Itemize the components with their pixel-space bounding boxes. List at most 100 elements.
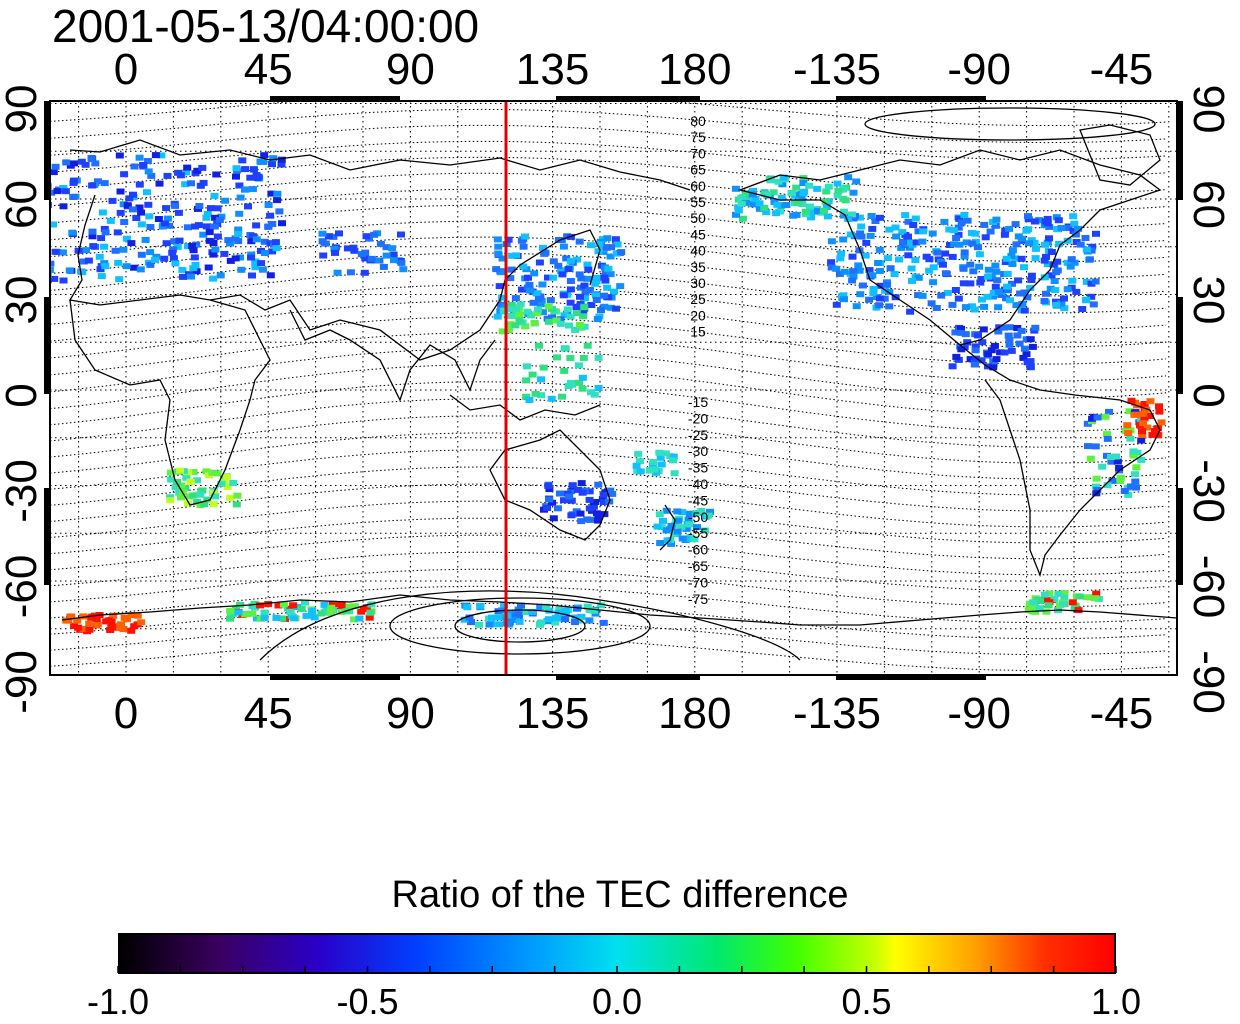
tec-cell <box>1091 483 1100 490</box>
y-tick-label-left: 0 <box>0 383 46 407</box>
tec-cell <box>497 269 505 276</box>
tec-cell <box>839 186 848 193</box>
tec-cell <box>226 615 234 622</box>
tec-cell <box>655 511 664 518</box>
tec-cell <box>906 308 915 315</box>
tec-cell <box>1045 590 1054 597</box>
tec-cell <box>844 174 853 181</box>
tec-cell <box>961 304 970 311</box>
tec-cell <box>100 180 109 187</box>
tec-cell <box>277 156 286 163</box>
tec-cell <box>760 204 769 211</box>
tec-cell <box>827 259 836 266</box>
tec-cell <box>1057 300 1066 307</box>
tec-cell <box>50 169 58 176</box>
tec-cell <box>1008 280 1016 287</box>
tec-cell <box>875 246 884 253</box>
tec-cell <box>544 303 553 310</box>
tec-cell <box>1051 287 1060 294</box>
tec-cell <box>1017 255 1026 262</box>
tec-cell <box>587 242 595 249</box>
tec-cell <box>97 273 106 280</box>
tec-cell <box>1055 240 1064 247</box>
contour-label: -25 <box>688 427 708 443</box>
tec-cell <box>950 241 959 248</box>
tec-cell <box>94 178 102 185</box>
tec-cell <box>1006 297 1014 304</box>
tec-cell <box>1013 325 1022 331</box>
tec-cell <box>819 207 828 214</box>
tec-cell <box>592 297 601 303</box>
tec-cell <box>594 354 603 361</box>
plot-frame <box>49 100 1178 676</box>
tec-cell <box>69 194 78 200</box>
tec-cell <box>1030 218 1039 225</box>
tec-cell <box>1086 455 1095 462</box>
tec-cell <box>538 281 547 288</box>
tec-cell <box>155 180 164 187</box>
tec-cell <box>788 190 796 197</box>
tec-cell <box>1029 599 1038 606</box>
tec-cell <box>1046 285 1055 292</box>
tec-cell <box>1012 241 1021 248</box>
tec-cell <box>1116 478 1125 484</box>
tec-cell <box>848 277 857 284</box>
tec-cell <box>589 499 598 506</box>
tec-cell <box>766 177 775 184</box>
contour-label: 30 <box>690 275 706 291</box>
tec-cell <box>1043 261 1052 268</box>
tec-cell <box>875 214 884 221</box>
tec-cell <box>1005 341 1014 348</box>
contour-label: -75 <box>688 591 708 607</box>
tec-cell <box>251 264 260 271</box>
tec-cell <box>566 286 575 293</box>
tec-cell <box>772 210 781 217</box>
tec-cell <box>1092 475 1101 482</box>
tec-cell <box>1120 488 1129 494</box>
contour-label: -65 <box>688 558 708 574</box>
tec-cell <box>848 211 857 218</box>
tec-cell <box>577 518 586 525</box>
tec-cell <box>840 268 849 275</box>
tec-cell <box>231 255 240 262</box>
tec-cell <box>659 517 667 524</box>
tec-cell <box>41 268 49 274</box>
tec-cell <box>706 508 714 515</box>
tec-cell <box>1028 343 1037 350</box>
tec-cell <box>974 332 982 339</box>
tec-cell <box>485 621 494 628</box>
tec-cell <box>583 275 592 282</box>
tec-cell <box>130 163 139 170</box>
tec-cell <box>1033 596 1042 603</box>
tec-cell <box>1040 591 1049 598</box>
tec-cell <box>308 607 317 614</box>
tec-cell <box>656 540 665 546</box>
tec-cell <box>1047 249 1056 255</box>
tec-cell <box>604 294 613 301</box>
tec-cell <box>217 480 226 487</box>
tec-cell <box>248 272 256 279</box>
tec-cell <box>495 283 504 290</box>
tec-cell <box>1091 278 1100 285</box>
tec-cell <box>994 328 1003 335</box>
tec-cell <box>551 614 560 621</box>
tec-cell <box>1026 285 1035 291</box>
tec-cell <box>146 224 155 230</box>
tec-cell <box>885 226 894 233</box>
tec-cell <box>610 288 618 295</box>
tec-cell <box>189 492 198 499</box>
tec-cell <box>1027 272 1036 279</box>
tec-cell <box>166 494 175 501</box>
tec-cell <box>560 312 569 319</box>
tec-cell <box>571 619 579 626</box>
tec-cell <box>106 217 115 224</box>
tec-cell <box>1130 411 1139 418</box>
coastline-antarctica <box>61 594 1177 626</box>
tec-cell <box>904 252 913 259</box>
tec-cell <box>1074 225 1083 232</box>
tec-cell <box>1138 432 1147 438</box>
tec-cell <box>500 602 509 609</box>
tec-cell <box>1140 415 1149 422</box>
tec-cell <box>514 611 523 618</box>
tec-cell <box>202 468 211 475</box>
